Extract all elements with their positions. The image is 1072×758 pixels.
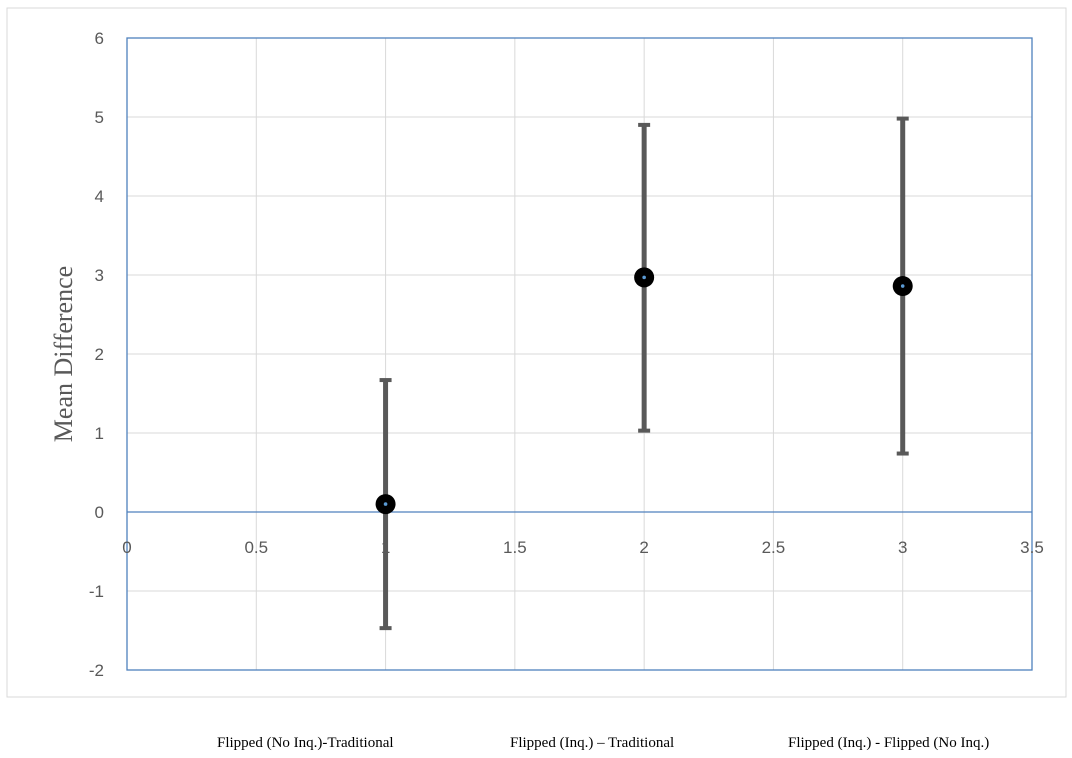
y-tick-label: 5 — [95, 108, 104, 127]
y-tick-label: 6 — [95, 29, 104, 48]
x-tick-label: 2 — [639, 538, 648, 557]
chart-area-border — [6, 7, 1067, 698]
y-tick-label: 0 — [95, 503, 104, 522]
y-tick-label: -2 — [89, 661, 104, 680]
data-series — [375, 116, 913, 631]
y-tick-label: 2 — [95, 345, 104, 364]
data-marker-center — [642, 275, 646, 280]
category-label-2: Flipped (Inq.) – Traditional — [510, 735, 674, 751]
y-tick-label: 1 — [95, 424, 104, 443]
y-axis-title: Mean Difference — [49, 266, 78, 442]
category-labels: Flipped (No Inq.)-Traditional Flipped (I… — [217, 735, 989, 751]
x-tick-label: 1.5 — [503, 538, 527, 557]
x-tick-label: 2.5 — [762, 538, 786, 557]
data-point-3 — [892, 116, 913, 456]
y-tick-labels: -2 -1 0 1 2 3 4 5 6 — [89, 29, 104, 680]
data-marker-center — [383, 502, 388, 506]
x-tick-label: 3.5 — [1020, 538, 1044, 557]
x-tick-label: 3 — [898, 538, 907, 557]
category-label-3: Flipped (Inq.) - Flipped (No Inq.) — [788, 735, 989, 751]
x-tick-label: 0 — [122, 538, 131, 557]
y-tick-label: 4 — [95, 187, 104, 206]
y-tick-label: -1 — [89, 582, 104, 601]
category-label-1: Flipped (No Inq.)-Traditional — [217, 735, 394, 751]
data-point-2 — [634, 122, 655, 433]
y-tick-label: 3 — [95, 266, 104, 285]
plot-area-border — [126, 37, 1033, 671]
data-marker-center — [900, 284, 905, 288]
x-tick-label: 0.5 — [244, 538, 268, 557]
x-tick-labels: 00.511.522.533.5 — [122, 538, 1044, 557]
data-point-1 — [375, 378, 396, 631]
